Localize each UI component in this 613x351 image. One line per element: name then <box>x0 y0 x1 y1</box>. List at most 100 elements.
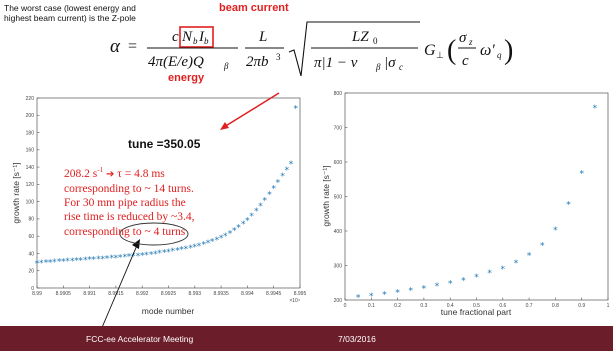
data-point: * <box>197 242 202 252</box>
x-tick-label: 8.994 <box>241 291 254 297</box>
formula-2pib-sup: 3 <box>276 52 281 62</box>
data-point: * <box>83 256 88 266</box>
formula-nb-sub: b <box>193 36 198 46</box>
data-point: * <box>39 259 44 269</box>
chart1-x-axis-label: mode number <box>142 306 195 316</box>
y-tick-label: 100 <box>26 199 35 205</box>
data-point: * <box>356 294 361 304</box>
data-point: * <box>114 254 119 264</box>
data-point: * <box>48 258 53 268</box>
intro-text: The worst case (lowest energy and highes… <box>4 3 136 23</box>
y-tick-label: 600 <box>334 160 343 166</box>
data-point: * <box>294 105 299 115</box>
annotation-rate-sup: -1 <box>97 166 104 174</box>
x-tick-label: 8.9945 <box>266 291 282 297</box>
formula-LZ-sub: 0 <box>373 36 378 46</box>
data-point: * <box>101 255 106 265</box>
data-point: * <box>245 216 250 226</box>
chart2-points: * * * * * * * * * * * * * * * * * * * <box>356 104 598 304</box>
data-point: * <box>527 252 532 262</box>
data-point: * <box>448 279 453 289</box>
annotation-line-5-prefix: corresponding to <box>64 225 142 238</box>
data-point: * <box>254 207 259 217</box>
beam-current-box <box>179 26 214 48</box>
data-point: * <box>52 258 57 268</box>
formula-sqrt-den-sub: β <box>375 62 381 72</box>
formula-nb: N <box>181 29 193 45</box>
data-point: * <box>179 246 184 256</box>
sqrt-sign <box>288 21 420 77</box>
formula-2pib: 2πb <box>246 54 269 70</box>
data-point: * <box>395 289 400 299</box>
data-point: * <box>382 290 387 300</box>
data-point: * <box>435 282 440 292</box>
data-point: * <box>566 201 571 211</box>
y-tick-label: 40 <box>28 251 34 257</box>
annotation-line-5: corresponding to ~ 4 turns <box>64 225 264 239</box>
data-point: * <box>487 269 492 279</box>
data-point: * <box>65 257 70 267</box>
growth-rate-vs-mode-chart: 8.998.99058.9918.99158.9928.99258.9938.9… <box>11 96 306 316</box>
y-tick-label: 200 <box>26 113 35 119</box>
formula-LZ: LZ <box>351 29 369 45</box>
formula-G-sub: ⊥ <box>436 50 444 60</box>
data-point: * <box>57 258 62 268</box>
data-point: * <box>223 232 228 242</box>
formula-sigma: σ <box>459 30 467 46</box>
y-tick-label: 300 <box>334 263 343 269</box>
arrow-icon: ➔ <box>105 168 115 180</box>
chart1-x-multiplier: ×10⁴ <box>289 298 300 304</box>
x-tick-label: 8.991 <box>83 291 96 297</box>
data-point: * <box>184 245 189 255</box>
y-tick-label: 20 <box>28 269 34 275</box>
data-point: * <box>61 257 66 267</box>
x-tick-label: 8.995 <box>294 291 307 297</box>
formula-sqrt-den: π|1 − ν <box>314 55 358 71</box>
formula-denominator: 4π(E/e)Q <box>148 54 204 70</box>
x-tick-label: 0.3 <box>420 303 427 309</box>
formula-sigma-sub: z <box>468 37 473 47</box>
beam-current-label: beam current <box>219 2 289 14</box>
chart1-frame <box>36 97 301 289</box>
data-point: * <box>131 252 136 262</box>
x-tick-label: 0.5 <box>473 303 480 309</box>
formula-omega-sub: q <box>497 50 502 60</box>
data-point: * <box>232 227 237 237</box>
data-point: * <box>170 247 175 257</box>
formula-denominator-sub: β <box>223 61 229 71</box>
data-point: * <box>267 190 272 200</box>
chart1-points: * * * * * * * * * * * * * * * * * * * * * * * * * * * * * * * * * * * * * * * *… <box>35 105 299 270</box>
x-tick-label: 0.2 <box>394 303 401 309</box>
data-point: * <box>118 253 123 263</box>
data-point: * <box>144 251 149 261</box>
energy-label: energy <box>168 72 205 84</box>
data-point: * <box>166 248 171 258</box>
data-point: * <box>219 234 224 244</box>
intro-line-1: The worst case (lowest energy and <box>4 3 136 13</box>
data-point: * <box>263 196 268 206</box>
y-tick-label: 200 <box>334 298 343 304</box>
data-point: * <box>474 273 479 283</box>
annotation-circled-turns: ~ 4 turns <box>144 225 186 238</box>
footer-meeting: FCC-ee Accelerator Meeting <box>86 334 194 344</box>
x-tick-label: 0.9 <box>578 303 585 309</box>
data-point: * <box>210 238 215 248</box>
x-tick-label: 0.8 <box>552 303 559 309</box>
data-point: * <box>92 255 97 265</box>
formula-c-den: c <box>462 53 469 69</box>
data-point: * <box>109 254 114 264</box>
data-point: * <box>162 249 167 259</box>
data-point: * <box>369 292 374 302</box>
data-point: * <box>96 255 101 265</box>
formula-L: L <box>258 29 267 45</box>
annotation-line-2: corresponding to ~ 14 turns. <box>64 183 194 196</box>
y-tick-label: 180 <box>26 130 35 136</box>
data-point: * <box>136 252 141 262</box>
black-arrow-head <box>132 239 140 249</box>
formula-paren-close: ) <box>504 35 513 66</box>
annotation-line-3: For 30 mm pipe radius the <box>64 197 186 210</box>
data-point: * <box>289 160 294 170</box>
data-point: * <box>123 253 128 263</box>
data-point: * <box>271 184 276 194</box>
